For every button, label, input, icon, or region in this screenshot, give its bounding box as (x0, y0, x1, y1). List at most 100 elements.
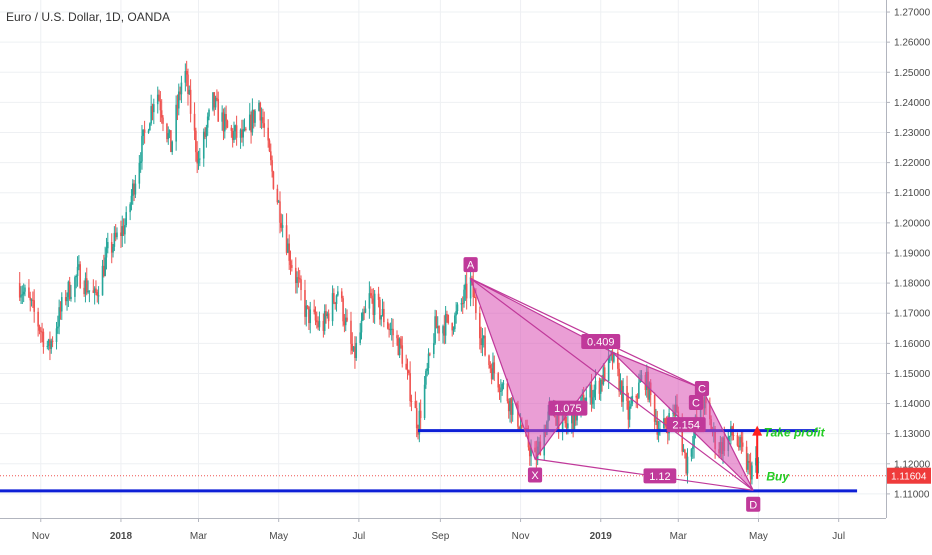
candle-body (112, 246, 114, 253)
pattern-ratio: 0.409 (581, 334, 621, 350)
candle-body (334, 302, 337, 304)
candle-body (567, 423, 569, 429)
candle-body (607, 355, 610, 382)
candle-body (37, 311, 39, 327)
candle-body (691, 446, 694, 449)
candle-body (664, 418, 666, 426)
pattern-point-x: X (527, 467, 543, 483)
candle-body (507, 401, 510, 412)
x-tick-label: 2019 (590, 531, 613, 542)
candle-body (331, 293, 334, 322)
candle-body (390, 328, 393, 330)
candle-body (460, 303, 463, 305)
candle-body (436, 326, 439, 329)
candle-body (599, 379, 602, 394)
x-axis[interactable]: Nov 2018 Mar May Jul Sep Nov 2019 Mar May Jul (0, 518, 886, 550)
candle-body (325, 311, 327, 317)
candle-body (469, 277, 472, 299)
candle-body (138, 162, 141, 184)
candle-body (39, 330, 42, 332)
candle-body (475, 297, 477, 314)
candle-body (202, 131, 205, 159)
candle-body (269, 151, 272, 161)
pattern-ratio-bg (643, 468, 677, 484)
candle-body (446, 314, 448, 316)
candle-body (396, 335, 398, 339)
candle-body (401, 345, 404, 364)
candle-body (180, 82, 183, 95)
candle-body (280, 222, 283, 228)
candle-body (88, 290, 91, 292)
candle-body (231, 130, 234, 141)
candle-body (96, 292, 99, 296)
candle-body (306, 305, 309, 307)
candle-body (42, 331, 45, 348)
candle-body (686, 456, 689, 474)
candle-body (455, 311, 457, 316)
pattern-point-d-text: D (749, 499, 757, 511)
candle-body (176, 104, 179, 109)
candle-body (572, 414, 574, 430)
y-tick-label: 1.26000 (894, 38, 931, 49)
chart-title: Euro / U.S. Dollar, 1D, OANDA (6, 10, 171, 24)
candle-body (271, 160, 273, 172)
candle-body (187, 74, 189, 95)
candle-body (484, 335, 486, 356)
support-lines (0, 429, 886, 493)
candle-body (143, 129, 146, 133)
candle-body (333, 293, 335, 303)
candle-body (672, 412, 674, 414)
candle-body (75, 276, 78, 278)
candle-body (294, 267, 297, 284)
pattern-line-ad (470, 278, 754, 491)
y-tick-label: 1.27000 (894, 8, 931, 19)
candle-body (755, 458, 757, 466)
candle-body (528, 447, 531, 457)
candle-body (373, 293, 376, 315)
candle-body (97, 295, 100, 297)
candle-body (85, 278, 88, 293)
candle-body (74, 277, 76, 297)
candle-body (481, 338, 484, 346)
candle-body (193, 113, 196, 131)
candle-body (418, 410, 421, 435)
candle-body (41, 331, 43, 333)
x-tick-label: Nov (32, 531, 50, 542)
take-profit-label: Take profit (764, 426, 826, 440)
pattern-ratio-text: 2.154 (672, 420, 700, 432)
candle-body (635, 395, 638, 398)
candle-body (208, 109, 210, 117)
y-axis[interactable]: 1.27000 1.26000 1.25000 1.24000 1.23000 1.220… (886, 0, 932, 550)
candle-body (57, 326, 59, 329)
candle-body (221, 112, 223, 122)
pattern-point-a-text: A (467, 260, 475, 272)
candle-body (225, 114, 227, 121)
candle-body (400, 338, 402, 346)
y-tick-label: 1.25000 (894, 68, 931, 79)
last-price-label: 1.11604 (891, 472, 927, 483)
y-tick-label: 1.12000 (894, 459, 931, 470)
candle-body (352, 346, 355, 351)
candle-body (309, 309, 312, 324)
candle-body (757, 461, 760, 463)
candle-body (434, 316, 436, 344)
candle-body (521, 424, 523, 428)
candle-body (489, 365, 492, 369)
candle-body (160, 110, 163, 118)
candle-body (447, 314, 450, 324)
pattern-ratio-text: 1.12 (649, 471, 670, 483)
candle-body (617, 352, 619, 369)
pattern-ratio: 1.12 (643, 468, 677, 484)
candle-body (732, 434, 735, 436)
candle-body (49, 339, 51, 349)
x-tick-label: Jul (352, 531, 365, 542)
candle-body (415, 408, 418, 429)
candle-body (581, 394, 584, 398)
y-tick-label: 1.15000 (894, 369, 931, 380)
candle-body (304, 290, 306, 317)
candle-body (252, 109, 255, 123)
candle-body (28, 287, 30, 298)
candle-body (214, 97, 217, 108)
